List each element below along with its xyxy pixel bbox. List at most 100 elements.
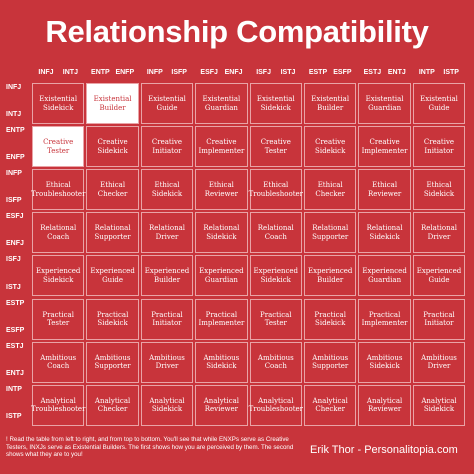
row-header: INFP bbox=[6, 170, 22, 178]
column-header: ISFP bbox=[171, 69, 187, 76]
table-cell: Relational Driver bbox=[412, 212, 466, 254]
column-header: INFJ bbox=[38, 69, 54, 76]
column-header: INTJ bbox=[62, 69, 78, 76]
table-cell: Ambitious Supporter bbox=[86, 341, 139, 383]
column-header: ISFJ bbox=[256, 69, 271, 76]
table-cell: Experienced Builder bbox=[140, 255, 194, 297]
table-cell: Existential Guide bbox=[140, 83, 194, 125]
table-cell: Experienced Builder bbox=[304, 255, 357, 297]
table-cell: Relational Supporter bbox=[304, 212, 357, 254]
row-header: ENTP bbox=[6, 127, 25, 135]
table-cell: Practical Sidekick bbox=[86, 298, 139, 340]
table-cell: Ambitious Driver bbox=[140, 341, 194, 383]
row-header: ESTP bbox=[6, 299, 25, 307]
table-cell: Analytical Reviewer bbox=[358, 384, 411, 426]
column-header: INFP bbox=[146, 69, 163, 76]
row-header: ESTJ bbox=[6, 342, 24, 350]
table-cell: Practical Implementer bbox=[195, 298, 248, 340]
row-header: ESFP bbox=[6, 326, 25, 334]
table-cell: Analytical Troubleshooter bbox=[249, 384, 303, 426]
row-header: ISTP bbox=[6, 412, 22, 420]
table-cell: Creative Initiator bbox=[412, 126, 466, 168]
column-header: ISTJ bbox=[280, 69, 296, 76]
row-header: ENTJ bbox=[6, 369, 24, 377]
table-cell: Ambitious Supporter bbox=[304, 341, 357, 383]
table-cell: Existential Builder bbox=[86, 83, 139, 125]
table-cell: Ambitious Sidekick bbox=[195, 341, 248, 383]
column-header: ENTP bbox=[91, 69, 110, 76]
table-cell: Relational Supporter bbox=[86, 212, 139, 254]
table-cell: Ethical Reviewer bbox=[358, 169, 411, 211]
column-header: ESFJ bbox=[200, 69, 218, 76]
table-cell: Existential Guardian bbox=[358, 83, 411, 125]
table-cell: Practical Tester bbox=[249, 298, 302, 340]
table-cell: Ethical Checker bbox=[86, 169, 139, 211]
table-cell: Existential Guide bbox=[412, 83, 466, 125]
row-header: ISFP bbox=[6, 197, 22, 205]
table-cell: Practical Initiator bbox=[140, 298, 194, 340]
table-cell: Practical Tester bbox=[32, 298, 85, 340]
column-header: ENTJ bbox=[387, 69, 406, 76]
table-cell: Ethical Sidekick bbox=[412, 169, 466, 211]
table-cell: Analytical Reviewer bbox=[195, 384, 248, 426]
table-cell: Experienced Guardian bbox=[195, 255, 248, 297]
footer-note: ! Read the table from left to right, and… bbox=[6, 436, 294, 459]
table-cell: Creative Implementer bbox=[195, 126, 248, 168]
column-header: ENFP bbox=[115, 69, 135, 76]
row-header: ENFJ bbox=[6, 240, 24, 248]
table-cell: Experienced Sidekick bbox=[249, 255, 302, 297]
row-header: ENFP bbox=[6, 154, 25, 162]
column-header: ISTP bbox=[443, 69, 459, 76]
table-cell: Relational Sidekick bbox=[358, 212, 411, 254]
table-cell: Analytical Sidekick bbox=[412, 384, 466, 426]
row-header: INTJ bbox=[6, 111, 22, 119]
table-cell: Creative Sidekick bbox=[304, 126, 357, 168]
table-cell: Ethical Reviewer bbox=[195, 169, 248, 211]
table-cell: Creative Tester bbox=[32, 126, 85, 168]
table-cell: Practical Implementer bbox=[358, 298, 411, 340]
table-cell: Analytical Checker bbox=[86, 384, 139, 426]
table-cell: Ethical Sidekick bbox=[140, 169, 194, 211]
table-cell: Ethical Troubleshooter bbox=[31, 169, 85, 211]
table-cell: Experienced Guide bbox=[412, 255, 466, 297]
table-cell: Relational Driver bbox=[140, 212, 194, 254]
table-cell: Experienced Guardian bbox=[358, 255, 411, 297]
title: Relationship Compatibility bbox=[45, 14, 429, 49]
row-header: ISTJ bbox=[6, 283, 21, 291]
column-header: ESFP bbox=[333, 69, 352, 76]
table-cell: Creative Tester bbox=[249, 126, 302, 168]
column-header: ESTJ bbox=[363, 69, 382, 76]
table-cell: Analytical Troubleshooter bbox=[31, 384, 85, 426]
table-cell: Experienced Sidekick bbox=[32, 255, 85, 297]
table-cell: Practical Sidekick bbox=[304, 298, 357, 340]
table-cell: Analytical Checker bbox=[304, 384, 357, 426]
table-cell: Creative Sidekick bbox=[86, 126, 139, 168]
table-cell: Existential Guardian bbox=[195, 83, 248, 125]
table-cell: Existential Sidekick bbox=[32, 83, 85, 125]
table-cell: Ambitious Sidekick bbox=[358, 341, 411, 383]
row-header: ISFJ bbox=[6, 256, 21, 264]
table-cell: Ambitious Driver bbox=[412, 341, 466, 383]
table-cell: Relational Sidekick bbox=[195, 212, 248, 254]
table-cell: Experienced Guide bbox=[86, 255, 139, 297]
table-cell: Existential Sidekick bbox=[249, 83, 302, 125]
table-cell: Relational Coach bbox=[249, 212, 302, 254]
table-cell: Analytical Sidekick bbox=[140, 384, 194, 426]
table-cell: Relational Coach bbox=[32, 212, 85, 254]
table-cell: Creative Implementer bbox=[358, 126, 411, 168]
table-cell: Ambitious Coach bbox=[32, 341, 85, 383]
table-cell: Ethical Troubleshooter bbox=[249, 169, 303, 211]
column-header: ESTP bbox=[308, 69, 328, 76]
column-header: INTP bbox=[418, 69, 435, 76]
table-cell: Creative Initiator bbox=[140, 126, 194, 168]
table-cell: Ethical Checker bbox=[304, 169, 357, 211]
table-cell: Existential Builder bbox=[304, 83, 357, 125]
column-header: ENFJ bbox=[224, 69, 243, 76]
table-cell: Practical Initiator bbox=[412, 298, 466, 340]
row-header: INTP bbox=[6, 385, 22, 393]
credit: Erik Thor - Personalitopia.com bbox=[310, 444, 458, 456]
row-header: ESFJ bbox=[6, 213, 24, 221]
table-cell: Ambitious Coach bbox=[249, 341, 302, 383]
row-header: INFJ bbox=[6, 84, 22, 91]
